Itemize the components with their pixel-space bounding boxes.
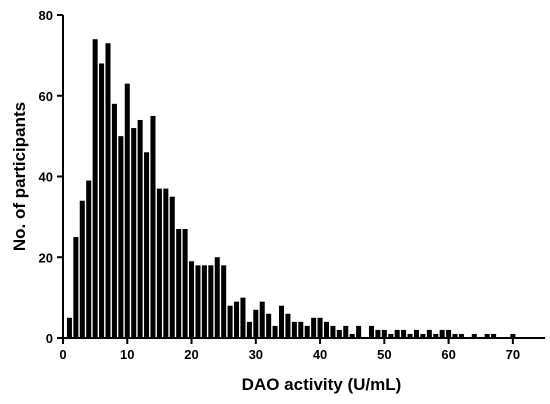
histogram-bar (118, 136, 124, 339)
x-tick-label: 50 (377, 347, 391, 362)
y-tick-label: 20 (39, 250, 53, 265)
histogram-bars (66, 39, 516, 339)
histogram-bar (394, 329, 400, 338)
histogram-bar (253, 309, 259, 338)
histogram-bar (368, 325, 374, 338)
histogram-bar (79, 200, 85, 338)
histogram-bar (124, 83, 130, 338)
histogram-bar (66, 317, 72, 338)
histogram-bar (156, 188, 162, 338)
histogram-bar (491, 333, 497, 338)
histogram-bar (420, 333, 426, 338)
histogram-bar (111, 103, 117, 338)
histogram-bar (189, 261, 195, 338)
histogram-bar (285, 313, 291, 338)
histogram-bar (195, 265, 201, 338)
histogram-bar (150, 115, 156, 338)
histogram-bar (131, 128, 137, 338)
histogram-bar (426, 329, 432, 338)
y-axis-ticks: 0 20 40 60 80 (39, 8, 63, 346)
histogram-bar (278, 305, 285, 338)
x-axis-ticks: 0 10 20 30 40 50 60 70 (59, 338, 520, 362)
histogram-bar (234, 301, 240, 338)
histogram-bar (176, 228, 182, 338)
histogram-bar (388, 333, 394, 338)
histogram-bar (240, 297, 246, 339)
histogram-bar (330, 325, 336, 338)
histogram-bar (73, 237, 79, 338)
x-tick-label: 70 (506, 347, 520, 362)
histogram-bar (471, 333, 477, 338)
histogram-bar (336, 329, 342, 338)
y-tick-label: 80 (39, 8, 53, 23)
x-tick-label: 30 (249, 347, 263, 362)
histogram-bar (401, 329, 407, 338)
histogram-bar (298, 321, 304, 338)
histogram-bar (458, 333, 464, 338)
y-tick-label: 40 (39, 170, 53, 185)
histogram-bar (137, 119, 143, 338)
y-axis-label: No. of participants (10, 102, 29, 251)
histogram-bar (246, 321, 252, 338)
histogram-bar (407, 333, 413, 338)
histogram-bar (266, 313, 272, 338)
x-axis-label: DAO activity (U/mL) (242, 375, 402, 394)
histogram-bar (182, 228, 188, 338)
histogram-bar (510, 333, 516, 338)
histogram-bar (446, 329, 452, 338)
histogram-bar (484, 333, 490, 338)
histogram-bar (349, 333, 355, 338)
histogram-bar (99, 63, 105, 338)
histogram-bar (221, 265, 227, 338)
histogram-bar (413, 329, 419, 338)
histogram-bar (317, 317, 323, 338)
x-tick-label: 40 (313, 347, 327, 362)
histogram-bar (291, 321, 297, 338)
histogram-bar (169, 196, 175, 338)
histogram-bar (208, 265, 214, 338)
histogram-bar (452, 333, 458, 338)
histogram-bar (433, 333, 439, 338)
y-tick-label: 60 (39, 89, 53, 104)
histogram-bar (304, 325, 310, 338)
histogram-bar (375, 329, 381, 338)
histogram-bar (439, 329, 445, 338)
histogram-bar (227, 305, 233, 338)
histogram-bar (92, 39, 98, 338)
histogram-bar (311, 317, 317, 338)
histogram-bar (356, 325, 362, 338)
histogram-bar (323, 321, 330, 338)
x-tick-label: 60 (441, 347, 455, 362)
histogram-bar (201, 265, 207, 338)
x-tick-label: 20 (184, 347, 198, 362)
histogram-bar (259, 301, 265, 338)
histogram-bar (214, 257, 220, 338)
histogram-bar (105, 43, 111, 338)
histogram-bar (144, 152, 150, 338)
histogram-bar (86, 180, 92, 338)
x-tick-label: 10 (120, 347, 134, 362)
histogram-bar (381, 329, 387, 338)
y-tick-label: 0 (46, 331, 53, 346)
histogram-bar (343, 325, 349, 338)
histogram-bar (163, 188, 169, 338)
x-tick-label: 0 (59, 347, 66, 362)
histogram-bar (272, 325, 278, 338)
